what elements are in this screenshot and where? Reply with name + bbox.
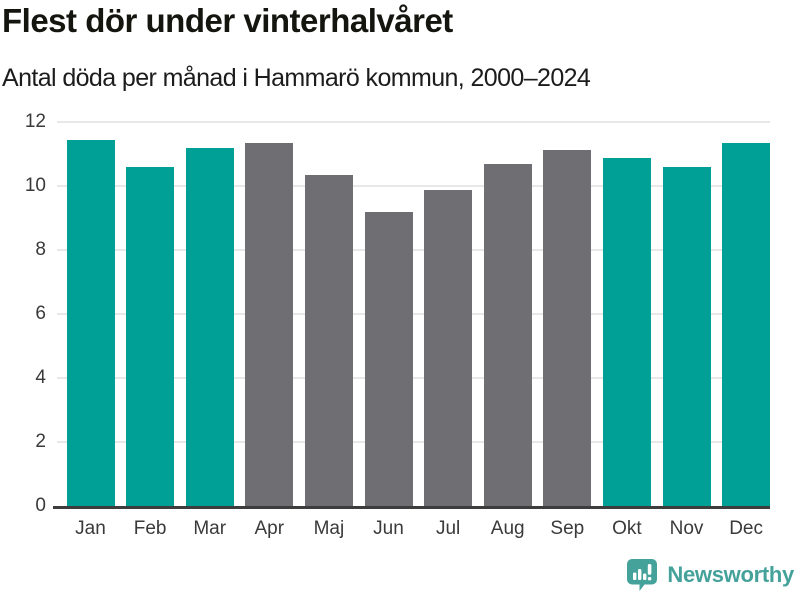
gridline-10 <box>57 185 770 188</box>
y-tick-label-4: 4 <box>35 367 46 389</box>
gridline-4 <box>57 377 770 380</box>
x-tick-label-sep: Sep <box>550 518 585 539</box>
newsworthy-logo[interactable]: Newsworthy <box>626 558 794 592</box>
y-tick-label-8: 8 <box>35 239 46 261</box>
newsworthy-bubble-chart-icon <box>627 559 658 591</box>
bar-aug <box>483 164 532 506</box>
bar-mar <box>185 148 234 506</box>
bar-nov <box>662 167 711 506</box>
bar-okt <box>602 157 651 506</box>
x-tick-label-jan: Jan <box>75 518 106 539</box>
x-tick-label-mar: Mar <box>193 518 227 539</box>
x-tick-label-nov: Nov <box>669 518 704 539</box>
x-axis-line <box>53 506 770 509</box>
bar-maj <box>304 175 353 506</box>
bar-sep <box>543 149 592 506</box>
gridline-6 <box>57 313 770 316</box>
bar-feb <box>126 167 175 506</box>
y-tick-label-0: 0 <box>35 495 46 516</box>
x-tick-label-jun: Jun <box>373 518 404 539</box>
chart-title: Flest dör under vinterhalvåret <box>2 2 453 39</box>
bar-apr <box>245 143 294 506</box>
brand-name: Newsworthy <box>667 562 794 587</box>
gridline-12 <box>57 121 770 124</box>
bar-jan <box>66 140 115 506</box>
y-tick-label-2: 2 <box>35 431 46 453</box>
bar-jul <box>424 189 473 506</box>
bar-dec <box>722 143 771 506</box>
x-tick-label-jul: Jul <box>435 518 461 539</box>
x-tick-label-maj: Maj <box>313 518 345 539</box>
chart-subtitle: Antal döda per månad i Hammarö kommun, 2… <box>2 64 591 92</box>
gridline-2 <box>57 441 770 444</box>
x-tick-label-feb: Feb <box>133 518 167 539</box>
x-tick-label-okt: Okt <box>612 518 642 539</box>
y-tick-label-6: 6 <box>35 303 46 325</box>
y-tick-label-12: 12 <box>24 111 46 133</box>
x-tick-label-apr: Apr <box>254 518 285 539</box>
gridline-8 <box>57 249 770 252</box>
bar-jun <box>364 211 413 506</box>
x-tick-label-aug: Aug <box>490 518 525 539</box>
y-tick-label-10: 10 <box>24 175 46 197</box>
x-tick-label-dec: Dec <box>729 518 763 539</box>
